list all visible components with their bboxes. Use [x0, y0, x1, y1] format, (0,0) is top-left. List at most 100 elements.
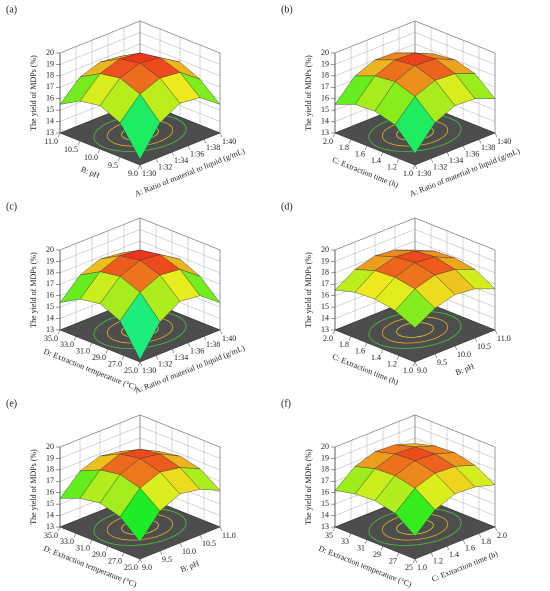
z-tick-label: 19 [321, 59, 329, 68]
x-tick-label: 1:32 [158, 162, 172, 171]
y-tick-label: 1.2 [387, 359, 397, 368]
y-tick-label: 2.0 [323, 334, 333, 343]
x-tick-label: 1:40 [497, 137, 511, 146]
x-tick [434, 353, 438, 359]
y-tick-label: 1.2 [387, 162, 397, 171]
z-tick-label: 18 [46, 71, 54, 80]
y-tick [89, 342, 93, 347]
x-tick-label: 9.5 [162, 555, 172, 564]
y-tick-label: 33 [341, 537, 349, 546]
z-tick-label: 16 [321, 291, 329, 300]
y-tick-label: 33.0 [60, 537, 74, 546]
z-tick-label: 14 [321, 116, 329, 125]
x-tick [446, 546, 450, 551]
y-tick [412, 361, 416, 367]
y-tick-label: 9.0 [128, 169, 138, 178]
y-tick-label: 27.0 [108, 556, 122, 565]
x-tick [430, 158, 434, 163]
x-tick [155, 355, 159, 360]
y-tick-label: 25.0 [124, 563, 138, 572]
x-tick-label: 11.0 [222, 531, 236, 540]
y-tick [348, 533, 352, 538]
x-axis-title: C: Extraction time (h) [430, 549, 499, 584]
x-tick [187, 145, 191, 150]
x-tick [446, 152, 450, 157]
z-tick-label: 15 [321, 499, 329, 508]
y-tick [105, 546, 109, 551]
y-tick [348, 139, 352, 144]
z-tick-label: 20 [46, 245, 54, 254]
x-tick [494, 132, 498, 138]
z-tick-label: 16 [46, 291, 54, 300]
z-axis-title: The yield of MDPs (%) [304, 252, 313, 328]
z-tick-label: 13 [46, 128, 54, 137]
y-tick-label: 11.0 [44, 137, 58, 146]
y-tick [137, 361, 141, 367]
x-tick [171, 349, 175, 354]
z-tick-label: 15 [46, 499, 54, 508]
x-tick [474, 337, 478, 343]
x-tick-label: 1:30 [142, 169, 156, 178]
x-tick-label: 1:30 [417, 169, 431, 178]
y-axis-title: B: pH [80, 165, 102, 181]
x-axis-title: B: pH [179, 559, 201, 575]
x-tick-label: 1:30 [142, 366, 156, 375]
panel-label: (e) [6, 398, 17, 409]
z-tick-label: 14 [46, 116, 54, 125]
z-tick-label: 20 [321, 442, 329, 451]
surface-patch [394, 487, 436, 537]
y-tick-label: 35.0 [44, 334, 58, 343]
z-tick-label: 17 [46, 476, 54, 485]
panel-label: (a) [6, 4, 17, 15]
z-tick-label: 18 [321, 71, 329, 80]
x-tick-label: 1:36 [190, 150, 204, 159]
z-axis-title: The yield of MDPs (%) [29, 55, 38, 131]
z-tick-label: 19 [321, 256, 329, 265]
y-tick [380, 546, 384, 551]
z-tick-label: 14 [321, 510, 329, 519]
y-tick-label: 1.8 [339, 143, 349, 152]
x-tick [462, 539, 466, 544]
y-tick [73, 533, 77, 538]
x-tick-label: 1:34 [449, 156, 463, 165]
y-tick-label: 1.0 [403, 366, 413, 375]
y-tick [137, 558, 141, 564]
x-tick-label: 1:34 [174, 353, 188, 362]
surface-patch [394, 96, 436, 154]
z-tick-label: 18 [321, 465, 329, 474]
y-tick [396, 158, 400, 163]
z-tick-label: 13 [46, 325, 54, 334]
z-tick-label: 17 [321, 279, 329, 288]
z-tick-label: 16 [321, 94, 329, 103]
y-tick-label: 1.4 [371, 156, 381, 165]
x-tick-label: 1.4 [449, 550, 459, 559]
x-tick [414, 361, 418, 367]
x-tick-label: 1:38 [481, 143, 495, 152]
y-tick [364, 539, 368, 544]
y-tick-label: 29 [373, 550, 381, 559]
x-axis-title: B: pH [454, 362, 476, 378]
y-tick-label: 31 [357, 544, 365, 553]
x-tick-label: 10.5 [202, 539, 216, 548]
y-tick [97, 148, 101, 154]
y-tick [137, 164, 141, 170]
x-tick [159, 550, 163, 556]
z-tick-label: 14 [46, 313, 54, 322]
panel-label: (f) [281, 398, 291, 409]
y-tick-label: 33.0 [60, 340, 74, 349]
y-tick [332, 329, 336, 335]
z-tick-label: 19 [321, 453, 329, 462]
z-tick-label: 20 [321, 48, 329, 57]
x-tick-label: 1:38 [206, 340, 220, 349]
x-tick [478, 533, 482, 538]
y-tick [412, 558, 416, 564]
y-tick [77, 140, 81, 146]
x-tick [414, 164, 418, 170]
x-tick [203, 139, 207, 144]
x-tick [219, 526, 223, 532]
z-tick-label: 16 [46, 94, 54, 103]
y-tick [57, 329, 61, 335]
z-tick-label: 16 [321, 488, 329, 497]
surface-patch [119, 291, 161, 361]
z-tick-label: 13 [321, 325, 329, 334]
